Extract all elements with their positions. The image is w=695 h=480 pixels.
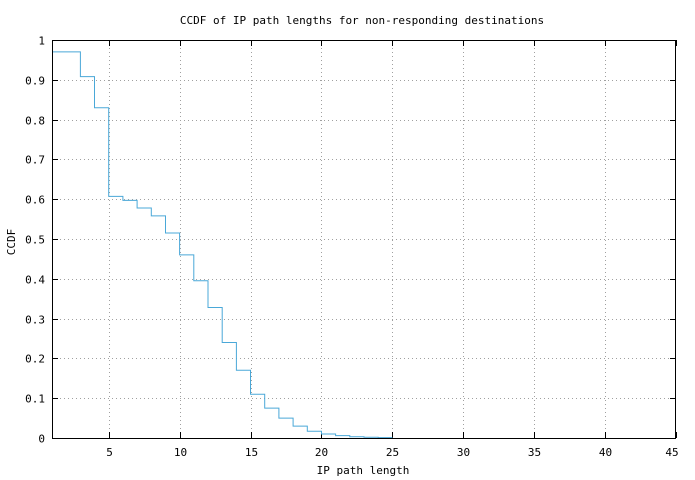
y-tick-label: 0.6 bbox=[25, 194, 45, 207]
series-layer bbox=[52, 51, 393, 439]
y-tick-label: 0.5 bbox=[25, 234, 45, 247]
tick-labels: 00.10.20.30.40.50.60.70.80.915 10 15 20 25 30… bbox=[25, 35, 679, 460]
y-tick-label: 0 bbox=[38, 433, 45, 446]
y-tick-label: 0.8 bbox=[25, 115, 45, 128]
x-tick-label: 10 bbox=[174, 446, 187, 459]
y-tick-label: 0.1 bbox=[25, 393, 45, 406]
y-axis-label: CCDF bbox=[5, 229, 18, 256]
x-tick-label: 15 bbox=[245, 446, 258, 459]
y-tick-label: 0.9 bbox=[25, 75, 45, 88]
x-tick-label: 5 bbox=[106, 446, 113, 459]
ccdf-step-line bbox=[52, 51, 393, 439]
x-tick-label: 30 bbox=[457, 446, 470, 459]
grid-lines bbox=[52, 40, 676, 438]
x-tick-label: 25 bbox=[386, 446, 399, 459]
x-tick-label: 35 bbox=[528, 446, 541, 459]
y-tick-label: 0.2 bbox=[25, 353, 45, 366]
chart-title: CCDF of IP path lengths for non-respondi… bbox=[180, 14, 544, 27]
x-tick-label: 20 bbox=[315, 446, 328, 459]
y-tick-label: 0.3 bbox=[25, 314, 45, 327]
y-tick-label: 0.4 bbox=[25, 274, 45, 287]
y-tick-label: 1 bbox=[38, 35, 45, 48]
plot-frame bbox=[52, 40, 676, 439]
x-axis-label: IP path length bbox=[317, 464, 410, 477]
y-tick-label: 0.7 bbox=[25, 154, 45, 167]
x-tick-label: 45 bbox=[665, 446, 678, 459]
x-tick-label: 40 bbox=[599, 446, 612, 459]
